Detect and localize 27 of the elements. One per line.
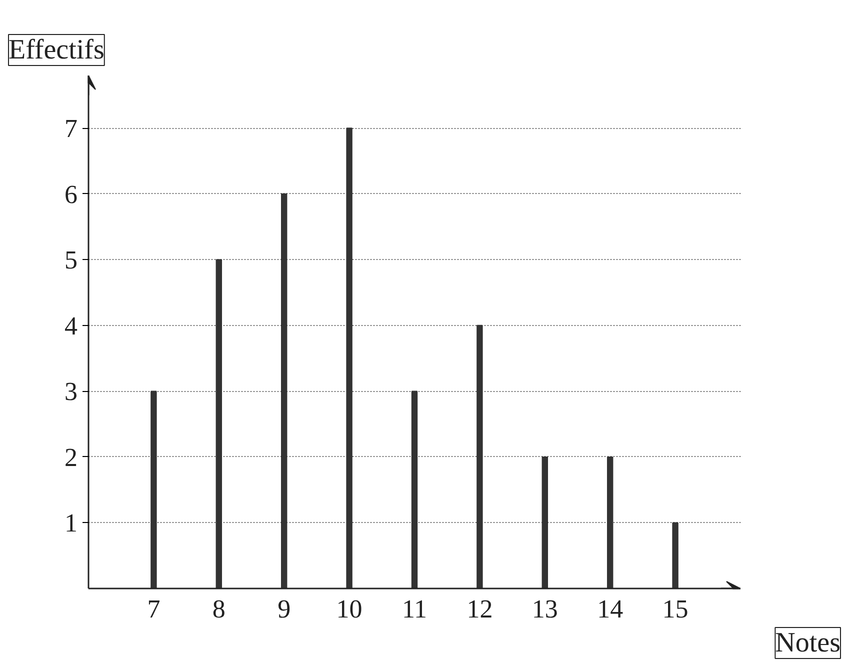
bar [672, 522, 678, 588]
bar [476, 324, 483, 588]
x-tick-label: 13 [532, 594, 558, 624]
x-tick-label: 14 [597, 594, 624, 624]
x-tick-label: 10 [336, 594, 362, 624]
y-tick-label: 6 [64, 180, 78, 209]
x-axis-title: Notes [775, 628, 841, 658]
x-tick-label: 11 [402, 594, 428, 624]
x-tick-label: 8 [212, 594, 226, 624]
bar [280, 193, 288, 588]
x-tick-label: 7 [147, 594, 160, 624]
bar [606, 456, 614, 588]
x-tick-label: 15 [662, 594, 688, 624]
y-tick-label: 2 [64, 442, 78, 472]
y-tick-label: 3 [64, 377, 78, 406]
bar [542, 456, 548, 588]
y-tick-label: 5 [64, 246, 78, 275]
bar [346, 128, 352, 588]
y-tick-label: 7 [64, 114, 78, 144]
y-tick-label: 1 [64, 508, 78, 538]
y-tick-label: 4 [64, 311, 78, 340]
y-axis-title: Effectifs [8, 34, 104, 66]
bar [411, 390, 418, 588]
x-tick-label: 12 [466, 594, 493, 624]
x-tick-label: 9 [278, 594, 291, 624]
bar [150, 390, 157, 588]
bar [216, 259, 222, 588]
